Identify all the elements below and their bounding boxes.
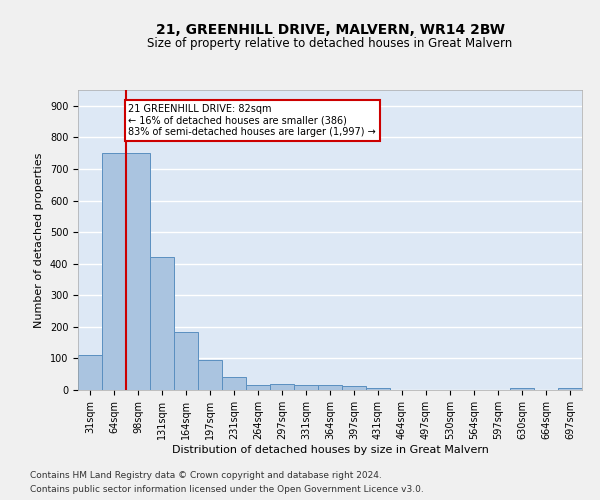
- Bar: [198, 360, 222, 390]
- Bar: [222, 378, 246, 390]
- Bar: [150, 258, 174, 390]
- Bar: [246, 384, 270, 390]
- Bar: [102, 153, 126, 390]
- Text: Contains public sector information licensed under the Open Government Licence v3: Contains public sector information licen…: [30, 486, 424, 494]
- Bar: [366, 388, 390, 390]
- Bar: [270, 384, 294, 390]
- Y-axis label: Number of detached properties: Number of detached properties: [34, 152, 44, 328]
- Bar: [78, 356, 102, 390]
- X-axis label: Distribution of detached houses by size in Great Malvern: Distribution of detached houses by size …: [172, 444, 488, 454]
- Bar: [510, 388, 534, 390]
- Bar: [126, 153, 150, 390]
- Bar: [318, 386, 342, 390]
- Text: 21, GREENHILL DRIVE, MALVERN, WR14 2BW: 21, GREENHILL DRIVE, MALVERN, WR14 2BW: [155, 22, 505, 36]
- Bar: [174, 332, 198, 390]
- Text: Contains HM Land Registry data © Crown copyright and database right 2024.: Contains HM Land Registry data © Crown c…: [30, 470, 382, 480]
- Bar: [558, 388, 582, 390]
- Bar: [342, 386, 366, 390]
- Text: Size of property relative to detached houses in Great Malvern: Size of property relative to detached ho…: [148, 38, 512, 51]
- Bar: [294, 386, 318, 390]
- Text: 21 GREENHILL DRIVE: 82sqm
← 16% of detached houses are smaller (386)
83% of semi: 21 GREENHILL DRIVE: 82sqm ← 16% of detac…: [128, 104, 376, 138]
